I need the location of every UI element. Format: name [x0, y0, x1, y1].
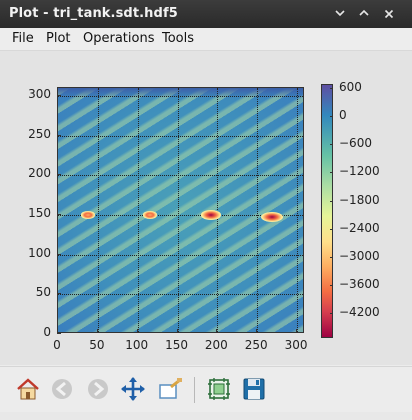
- heatmap-top-band: [58, 88, 303, 98]
- y-tick-label: 300: [28, 86, 51, 101]
- x-tick-mark: [296, 329, 298, 333]
- x-tick-label: 50: [89, 338, 105, 352]
- y-tick-label: 0: [43, 325, 51, 339]
- y-tick-label: 50: [35, 285, 51, 300]
- y-tick-label: 200: [28, 166, 51, 181]
- colorbar: [321, 84, 333, 338]
- y-grid-line: [58, 214, 303, 216]
- colorbar-tick-mark: [330, 313, 333, 315]
- x-tick-label: 100: [125, 338, 149, 352]
- x-grid-line: [177, 88, 179, 332]
- title-bar[interactable]: Plot - tri_tank.sdt.hdf5: [0, 0, 412, 28]
- colorbar-tick-mark: [330, 228, 333, 230]
- menu-operations[interactable]: Operations: [83, 31, 155, 46]
- y-tick-label: 150: [28, 205, 51, 220]
- x-tick-mark: [96, 329, 98, 333]
- floppy-disk-icon: [243, 378, 265, 400]
- save-button[interactable]: [238, 373, 270, 405]
- y-tick-mark: [57, 134, 61, 136]
- x-grid-line: [217, 88, 219, 332]
- back-button[interactable]: [46, 373, 78, 405]
- x-grid-line: [137, 88, 139, 332]
- colorbar-tick-mark: [330, 172, 333, 174]
- x-tick-mark: [57, 329, 58, 333]
- zoom-button[interactable]: [154, 373, 186, 405]
- menu-tools[interactable]: Tools: [162, 31, 195, 46]
- colorbar-tick-label: −1800: [339, 192, 380, 207]
- close-button[interactable]: [378, 4, 400, 24]
- y-tick-mark: [57, 213, 61, 215]
- y-tick-label: 250: [28, 126, 51, 141]
- y-grid-line: [58, 175, 303, 177]
- y-tick-mark: [57, 94, 61, 96]
- colorbar-tick-mark: [330, 200, 333, 202]
- home-icon: [17, 378, 39, 400]
- colorbar-tick-mark: [330, 144, 333, 146]
- subplots-icon: [208, 378, 230, 400]
- menu-bar: File Plot Operations Tools: [0, 28, 412, 51]
- colorbar-tick-label: −1200: [339, 164, 380, 179]
- x-grid-line: [257, 88, 259, 332]
- colorbar-tick-mark: [330, 285, 333, 287]
- colorbar-tick-label: −3600: [339, 277, 380, 292]
- y-tick-mark: [57, 174, 61, 176]
- y-tick-mark: [57, 333, 61, 334]
- heatmap-hotspot: [260, 211, 283, 222]
- toolbar-separator: [194, 377, 195, 403]
- y-tick-mark: [57, 253, 61, 255]
- window-title: Plot - tri_tank.sdt.hdf5: [9, 6, 178, 21]
- status-strip: [0, 412, 412, 420]
- chevron-down-icon: [335, 10, 345, 17]
- x-tick-mark: [176, 329, 178, 333]
- x-tick-label: 200: [204, 338, 228, 352]
- x-tick-mark: [136, 329, 138, 333]
- colorbar-tick-mark: [330, 88, 333, 89]
- heatmap-hotspot: [142, 211, 157, 219]
- configure-subplots-button[interactable]: [203, 373, 235, 405]
- x-grid-line: [297, 88, 299, 332]
- navigation-toolbar: [0, 366, 412, 413]
- arrow-left-icon: [52, 379, 72, 399]
- colorbar-tick-label: −4200: [339, 305, 380, 320]
- menu-plot[interactable]: Plot: [46, 31, 71, 46]
- colorbar-tick-mark: [330, 116, 333, 118]
- x-tick-label: 300: [284, 338, 308, 352]
- y-grid-line: [58, 294, 303, 296]
- heatmap-hotspot: [200, 210, 222, 220]
- arrow-right-icon: [88, 379, 108, 399]
- y-tick-label: 100: [28, 245, 51, 260]
- x-tick-mark: [256, 329, 258, 333]
- y-tick-mark: [57, 293, 61, 295]
- x-tick-label: 0: [53, 338, 61, 352]
- minimize-button[interactable]: [329, 4, 351, 24]
- y-grid-line: [58, 254, 303, 256]
- pan-button[interactable]: [117, 373, 149, 405]
- x-grid-line: [97, 88, 99, 332]
- zoom-rect-icon: [159, 378, 182, 399]
- colorbar-tick-label: 600: [339, 80, 362, 94]
- colorbar-tick-label: −600: [339, 136, 372, 151]
- forward-button[interactable]: [82, 373, 114, 405]
- maximize-button[interactable]: [353, 4, 375, 24]
- y-grid-line: [58, 135, 303, 137]
- move-arrows-icon: [121, 377, 145, 401]
- colorbar-tick-mark: [330, 256, 333, 258]
- heatmap-hotspot: [81, 211, 96, 219]
- x-tick-mark: [216, 329, 218, 333]
- y-grid-line: [58, 95, 303, 97]
- colorbar-tick-label: −3000: [339, 248, 380, 263]
- heatmap-image[interactable]: [57, 87, 304, 333]
- colorbar-tick-label: −2400: [339, 220, 380, 235]
- menu-file[interactable]: File: [12, 31, 34, 46]
- home-button[interactable]: [12, 373, 44, 405]
- colorbar-tick-label: 0: [339, 108, 347, 123]
- x-tick-label: 150: [165, 338, 188, 352]
- chevron-up-icon: [359, 9, 369, 16]
- x-tick-label: 250: [244, 338, 268, 352]
- close-icon: [384, 9, 394, 19]
